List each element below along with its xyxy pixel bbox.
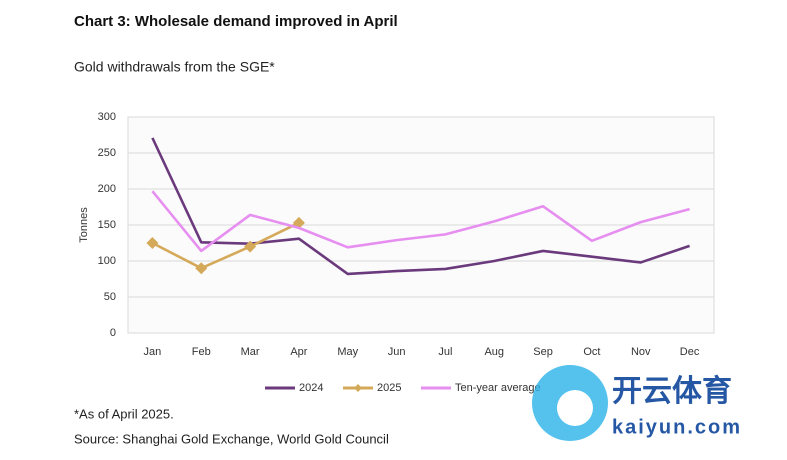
x-tick-label: Jul [438, 346, 452, 358]
x-tick-label: Jan [144, 346, 162, 358]
x-tick-label: Oct [583, 346, 600, 358]
point-marker [195, 262, 208, 275]
watermark-brand: 开云体育 [612, 374, 732, 408]
footnote: *As of April 2025. [74, 406, 174, 421]
point-marker [244, 240, 257, 253]
chart-title: Chart 3: Wholesale demand improved in Ap… [74, 13, 398, 30]
x-tick-label: Apr [290, 346, 307, 358]
y-tick-label: 0 [110, 327, 116, 339]
x-tick-label: Dec [680, 346, 700, 358]
x-tick-label: Aug [484, 346, 504, 358]
y-tick-label: 50 [104, 291, 116, 303]
x-tick-label: Mar [241, 346, 260, 358]
series-line [151, 221, 300, 270]
legend-label: Ten-year average [455, 382, 541, 394]
watermark-ball [557, 390, 593, 426]
series-line [151, 137, 691, 276]
y-tick-label: 250 [98, 147, 116, 159]
source-note: Source: Shanghai Gold Exchange, World Go… [74, 431, 389, 446]
x-tick-label: Sep [533, 346, 553, 358]
y-tick-label: 150 [98, 219, 116, 231]
x-tick-label: Jun [388, 346, 406, 358]
series-line [151, 190, 690, 253]
y-tick-label: 200 [98, 183, 116, 195]
legend-marker [354, 384, 362, 392]
y-tick-label: 100 [98, 255, 116, 267]
x-tick-label: Nov [631, 346, 651, 358]
chart-subtitle: Gold withdrawals from the SGE* [74, 59, 275, 75]
y-axis-label: Tonnes [78, 207, 90, 243]
y-tick-label: 300 [98, 111, 116, 123]
legend-label: 2025 [377, 382, 401, 394]
watermark-site: kaiyun.com [612, 416, 742, 438]
watermark: 开云体育 kaiyun.com [532, 365, 742, 441]
x-tick-label: May [337, 346, 358, 358]
x-tick-label: Feb [192, 346, 211, 358]
legend-label: 2024 [299, 382, 323, 394]
point-marker [146, 237, 159, 249]
